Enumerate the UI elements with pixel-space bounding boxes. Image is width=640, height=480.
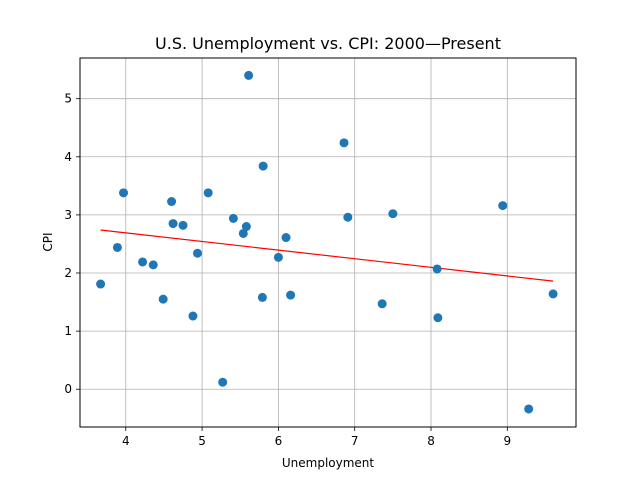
data-point	[257, 292, 267, 302]
ticks: 4 5 6 7 8 9 0 1 2 3 4 5	[64, 92, 511, 448]
data-point	[498, 201, 508, 211]
data-point	[178, 220, 188, 230]
data-point	[167, 197, 177, 207]
data-point	[339, 138, 349, 148]
data-point	[218, 377, 228, 387]
data-point	[112, 242, 122, 252]
plot-frame	[79, 57, 577, 428]
x-tick-label: 8	[427, 434, 435, 448]
data-point	[258, 161, 268, 171]
points-layer	[96, 70, 558, 414]
x-axis-title: Unemployment	[282, 456, 375, 470]
x-tick-label: 5	[198, 434, 206, 448]
data-point	[281, 233, 291, 243]
data-point	[548, 289, 558, 299]
x-tick-label: 7	[351, 434, 359, 448]
data-point	[432, 264, 442, 274]
trendline-layer	[100, 229, 554, 282]
y-tick-label: 4	[64, 150, 72, 164]
data-point	[158, 294, 168, 304]
y-tick-label: 3	[64, 208, 72, 222]
data-point	[96, 279, 106, 289]
data-point	[168, 219, 178, 229]
data-point	[238, 228, 248, 238]
data-point	[193, 248, 203, 258]
y-tick-label: 0	[64, 382, 72, 396]
x-tick-label: 6	[275, 434, 283, 448]
data-point	[377, 299, 387, 309]
data-point	[148, 260, 158, 270]
grid	[80, 58, 576, 427]
y-tick-label: 5	[64, 92, 72, 106]
data-point	[188, 311, 198, 321]
data-point	[203, 188, 213, 198]
data-point	[244, 70, 254, 80]
data-point	[138, 257, 148, 267]
y-tick-label: 1	[64, 324, 72, 338]
data-point	[524, 404, 534, 414]
data-point	[118, 188, 128, 198]
data-point	[388, 209, 398, 219]
data-point	[228, 213, 238, 223]
data-point	[241, 222, 251, 232]
trendline	[100, 229, 554, 282]
data-point	[273, 252, 283, 262]
y-axis-title: CPI	[41, 232, 55, 251]
x-tick-label: 4	[122, 434, 130, 448]
data-point	[343, 212, 353, 222]
plot-area	[80, 58, 576, 427]
data-point	[433, 313, 443, 323]
y-tick-label: 2	[64, 266, 72, 280]
data-point	[286, 290, 296, 300]
x-tick-label: 9	[504, 434, 512, 448]
chart-title: U.S. Unemployment vs. CPI: 2000—Present	[155, 34, 501, 53]
